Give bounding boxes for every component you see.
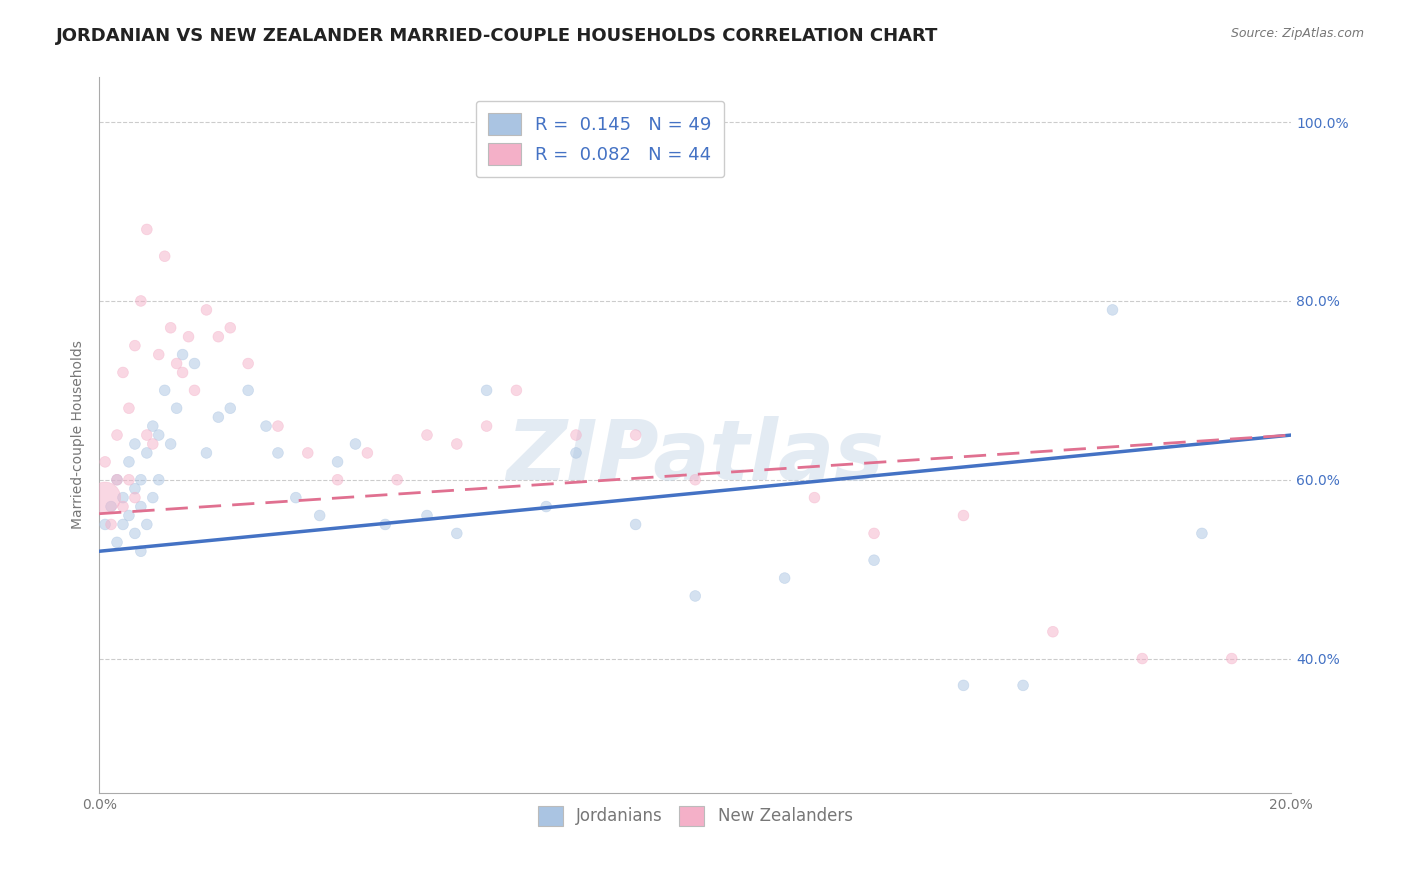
Point — [135, 446, 157, 460]
Point — [267, 419, 290, 434]
Point — [111, 500, 134, 514]
Point — [207, 329, 229, 343]
Point — [1042, 624, 1064, 639]
Point — [166, 357, 188, 371]
Point — [153, 249, 176, 263]
Point — [105, 428, 128, 442]
Point — [773, 571, 796, 585]
Point — [118, 455, 141, 469]
Point — [166, 401, 188, 416]
Point — [111, 366, 134, 380]
Point — [177, 329, 200, 343]
Point — [1012, 678, 1035, 692]
Point — [111, 517, 134, 532]
Point — [1101, 302, 1123, 317]
Point — [153, 384, 176, 398]
Legend: Jordanians, New Zealanders: Jordanians, New Zealanders — [529, 797, 860, 834]
Point — [1191, 526, 1213, 541]
Point — [94, 455, 117, 469]
Point — [118, 508, 141, 523]
Point — [124, 437, 146, 451]
Point — [142, 491, 165, 505]
Point — [385, 473, 408, 487]
Point — [159, 320, 181, 334]
Point — [624, 517, 647, 532]
Point — [124, 491, 146, 505]
Point — [356, 446, 378, 460]
Point — [172, 366, 194, 380]
Point — [219, 320, 242, 334]
Point — [124, 526, 146, 541]
Point — [308, 508, 330, 523]
Point — [565, 446, 588, 460]
Point — [94, 517, 117, 532]
Point — [297, 446, 319, 460]
Point — [534, 500, 557, 514]
Point — [148, 348, 170, 362]
Point — [284, 491, 307, 505]
Point — [344, 437, 367, 451]
Point — [183, 357, 205, 371]
Point — [624, 428, 647, 442]
Point — [135, 428, 157, 442]
Point — [863, 526, 886, 541]
Point — [565, 428, 588, 442]
Point — [219, 401, 242, 416]
Point — [183, 384, 205, 398]
Point — [952, 678, 974, 692]
Point — [118, 401, 141, 416]
Point — [129, 293, 152, 308]
Point — [236, 357, 259, 371]
Point — [952, 508, 974, 523]
Point — [105, 473, 128, 487]
Point — [267, 446, 290, 460]
Point — [129, 500, 152, 514]
Point — [111, 491, 134, 505]
Point — [326, 473, 349, 487]
Point — [129, 544, 152, 558]
Point — [118, 473, 141, 487]
Point — [863, 553, 886, 567]
Point — [129, 473, 152, 487]
Point — [135, 222, 157, 236]
Point — [475, 419, 498, 434]
Point — [159, 437, 181, 451]
Point — [195, 446, 218, 460]
Point — [124, 338, 146, 352]
Point — [142, 437, 165, 451]
Point — [100, 500, 122, 514]
Point — [803, 491, 825, 505]
Text: JORDANIAN VS NEW ZEALANDER MARRIED-COUPLE HOUSEHOLDS CORRELATION CHART: JORDANIAN VS NEW ZEALANDER MARRIED-COUPL… — [56, 27, 939, 45]
Point — [1130, 651, 1153, 665]
Point — [446, 437, 468, 451]
Point — [94, 491, 117, 505]
Point — [1220, 651, 1243, 665]
Point — [374, 517, 396, 532]
Y-axis label: Married-couple Households: Married-couple Households — [72, 341, 86, 530]
Point — [135, 517, 157, 532]
Point — [254, 419, 277, 434]
Point — [683, 473, 706, 487]
Point — [148, 473, 170, 487]
Point — [416, 428, 439, 442]
Point — [124, 482, 146, 496]
Point — [505, 384, 527, 398]
Text: ZIPatlas: ZIPatlas — [506, 416, 884, 497]
Point — [207, 410, 229, 425]
Point — [683, 589, 706, 603]
Point — [142, 419, 165, 434]
Point — [195, 302, 218, 317]
Point — [475, 384, 498, 398]
Point — [236, 384, 259, 398]
Point — [100, 517, 122, 532]
Point — [326, 455, 349, 469]
Point — [105, 473, 128, 487]
Point — [446, 526, 468, 541]
Point — [105, 535, 128, 549]
Point — [148, 428, 170, 442]
Point — [172, 348, 194, 362]
Point — [416, 508, 439, 523]
Text: Source: ZipAtlas.com: Source: ZipAtlas.com — [1230, 27, 1364, 40]
